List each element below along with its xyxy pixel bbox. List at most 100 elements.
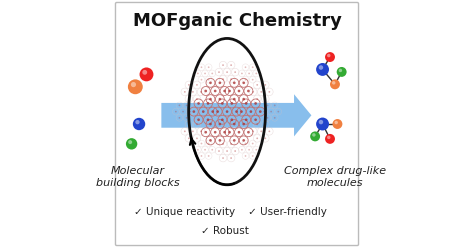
Circle shape	[270, 111, 272, 113]
Circle shape	[186, 117, 188, 119]
Circle shape	[247, 90, 250, 92]
Circle shape	[209, 139, 212, 142]
Circle shape	[228, 131, 231, 134]
Circle shape	[128, 140, 132, 144]
Circle shape	[230, 143, 232, 145]
Text: ✓ Robust: ✓ Robust	[201, 226, 248, 236]
Circle shape	[184, 130, 186, 132]
Circle shape	[247, 131, 250, 134]
Circle shape	[245, 143, 246, 144]
Circle shape	[252, 79, 254, 81]
Circle shape	[245, 66, 246, 68]
Circle shape	[219, 139, 221, 142]
Circle shape	[200, 91, 202, 93]
Circle shape	[268, 91, 270, 93]
Circle shape	[222, 143, 224, 145]
Circle shape	[316, 63, 329, 76]
Circle shape	[335, 121, 338, 124]
Circle shape	[209, 98, 212, 100]
Circle shape	[240, 110, 243, 113]
Circle shape	[252, 155, 254, 157]
Circle shape	[234, 71, 236, 73]
Circle shape	[310, 131, 320, 141]
Circle shape	[209, 82, 212, 84]
Circle shape	[188, 124, 190, 125]
Polygon shape	[161, 94, 311, 136]
Circle shape	[230, 64, 232, 66]
Circle shape	[254, 119, 257, 121]
Circle shape	[201, 66, 202, 68]
Circle shape	[228, 90, 231, 92]
Circle shape	[274, 104, 275, 106]
Circle shape	[196, 98, 198, 100]
Circle shape	[254, 102, 257, 105]
Circle shape	[196, 137, 198, 139]
Circle shape	[255, 73, 257, 74]
Circle shape	[208, 66, 210, 68]
Circle shape	[211, 73, 213, 74]
Circle shape	[218, 150, 220, 152]
Circle shape	[207, 102, 210, 105]
Circle shape	[226, 110, 228, 113]
Circle shape	[264, 137, 266, 139]
Circle shape	[207, 119, 210, 121]
Circle shape	[201, 143, 202, 144]
Circle shape	[135, 120, 140, 124]
Circle shape	[337, 67, 346, 77]
Text: MOFganic Chemistry: MOFganic Chemistry	[133, 12, 341, 31]
Circle shape	[327, 136, 330, 139]
Circle shape	[325, 52, 335, 62]
Circle shape	[222, 157, 224, 159]
Circle shape	[214, 131, 217, 134]
Circle shape	[222, 78, 224, 80]
Circle shape	[179, 104, 180, 106]
Circle shape	[188, 84, 190, 86]
Circle shape	[312, 133, 316, 137]
Circle shape	[126, 138, 137, 150]
Circle shape	[233, 139, 236, 142]
Circle shape	[204, 149, 206, 151]
Circle shape	[264, 124, 266, 125]
Circle shape	[197, 119, 200, 121]
Circle shape	[200, 130, 202, 132]
Circle shape	[256, 98, 258, 100]
Circle shape	[133, 118, 145, 130]
Circle shape	[208, 79, 210, 81]
Text: ✓ Unique reactivity    ✓ User-friendly: ✓ Unique reactivity ✓ User-friendly	[134, 207, 327, 217]
Circle shape	[139, 67, 154, 81]
Circle shape	[219, 82, 221, 84]
Circle shape	[226, 150, 228, 152]
Circle shape	[327, 54, 330, 57]
Circle shape	[188, 137, 190, 139]
Circle shape	[216, 110, 219, 113]
Circle shape	[214, 90, 217, 92]
Circle shape	[242, 123, 245, 125]
Circle shape	[267, 104, 268, 106]
Circle shape	[274, 117, 275, 119]
Circle shape	[256, 137, 258, 139]
Circle shape	[208, 155, 210, 157]
Circle shape	[248, 73, 250, 74]
Circle shape	[221, 102, 224, 105]
Circle shape	[260, 91, 262, 93]
Circle shape	[264, 84, 266, 86]
Circle shape	[242, 139, 245, 142]
Circle shape	[277, 111, 279, 113]
Circle shape	[242, 82, 245, 84]
Circle shape	[128, 79, 143, 94]
Circle shape	[211, 110, 214, 113]
Circle shape	[245, 155, 246, 157]
Circle shape	[179, 117, 180, 119]
Circle shape	[197, 149, 199, 151]
Circle shape	[223, 131, 226, 134]
Circle shape	[182, 111, 184, 113]
Circle shape	[230, 78, 232, 80]
Circle shape	[249, 110, 252, 113]
Circle shape	[233, 123, 236, 125]
Circle shape	[189, 111, 191, 113]
Circle shape	[230, 157, 232, 159]
Circle shape	[259, 110, 262, 113]
Circle shape	[242, 98, 245, 100]
Circle shape	[260, 130, 262, 132]
Circle shape	[245, 102, 247, 105]
